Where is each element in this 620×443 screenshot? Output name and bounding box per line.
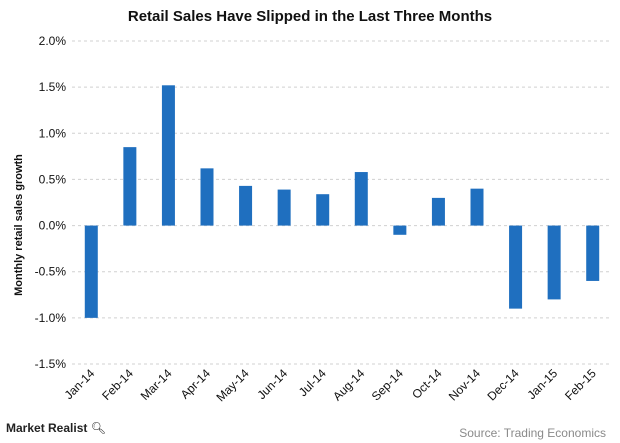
x-tick-label: Apr-14: [178, 366, 214, 402]
x-axis-ticks: Jan-14 Feb-14 Mar-14 Apr-14 May-14 Jun-14 Jul-…: [62, 366, 600, 404]
magnifier-icon: 🔍︎: [87, 421, 106, 435]
y-tick-label: 0.5%: [39, 172, 67, 186]
x-tick-label: Jan-15: [524, 366, 560, 402]
y-axis-ticks: 2.0% 1.5% 1.0% 0.5% 0.0% -0.5% -1.0% -1.5%: [35, 34, 67, 371]
bar-feb-15: [586, 225, 600, 281]
x-tick-label: Dec-14: [484, 366, 521, 403]
brand-name: Market Realist: [6, 421, 88, 435]
y-tick-label: 1.5%: [39, 80, 67, 94]
bar-dec-14: [509, 225, 523, 309]
chart-title: Retail Sales Have Slipped in the Last Th…: [127, 8, 493, 25]
x-tick-label: Aug-14: [330, 366, 367, 403]
source-note: Source: Trading Economics: [459, 426, 606, 440]
bar-sep-14: [393, 225, 407, 235]
y-tick-label: 2.0%: [39, 34, 67, 48]
x-tick-label: May-14: [213, 366, 251, 404]
y-axis-label: Monthly retail sales growth: [13, 154, 25, 296]
x-tick-label: Jul-14: [296, 366, 329, 399]
x-tick-label: Sep-14: [369, 366, 406, 403]
bars: [84, 85, 600, 318]
bar-aug-14: [354, 172, 368, 226]
y-tick-label: -1.0%: [35, 311, 67, 325]
x-tick-label: Feb-15: [562, 366, 599, 403]
x-tick-label: Mar-14: [138, 366, 175, 403]
y-tick-label: -1.5%: [35, 357, 67, 371]
x-tick-label: Nov-14: [446, 366, 483, 403]
x-tick-label: Jun-14: [254, 366, 290, 402]
gridlines: [72, 40, 612, 365]
x-tick-label: Oct-14: [409, 366, 445, 402]
bar-may-14: [239, 185, 253, 226]
bar-jun-14: [277, 189, 291, 226]
bar-feb-14: [123, 147, 137, 226]
bar-mar-14: [161, 85, 175, 226]
bar-nov-14: [470, 188, 484, 226]
bar-jan-15: [547, 225, 561, 300]
x-tick-label: Jan-14: [62, 366, 98, 402]
x-tick-label: Feb-14: [99, 366, 136, 403]
brand-logo: Market Realist 🔍︎: [6, 421, 106, 435]
y-tick-label: -0.5%: [35, 265, 67, 279]
y-tick-label: 0.0%: [39, 219, 67, 233]
bar-jul-14: [316, 194, 330, 226]
y-tick-label: 1.0%: [39, 126, 67, 140]
bar-apr-14: [200, 168, 214, 226]
bar-jan-14: [84, 225, 98, 318]
bar-oct-14: [431, 197, 445, 226]
